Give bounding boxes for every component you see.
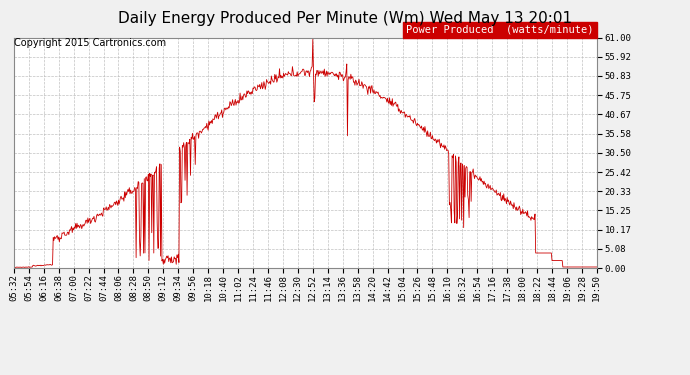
Text: Power Produced  (watts/minute): Power Produced (watts/minute)	[406, 25, 594, 35]
Text: Copyright 2015 Cartronics.com: Copyright 2015 Cartronics.com	[14, 38, 166, 48]
Text: Daily Energy Produced Per Minute (Wm) Wed May 13 20:01: Daily Energy Produced Per Minute (Wm) We…	[118, 11, 572, 26]
